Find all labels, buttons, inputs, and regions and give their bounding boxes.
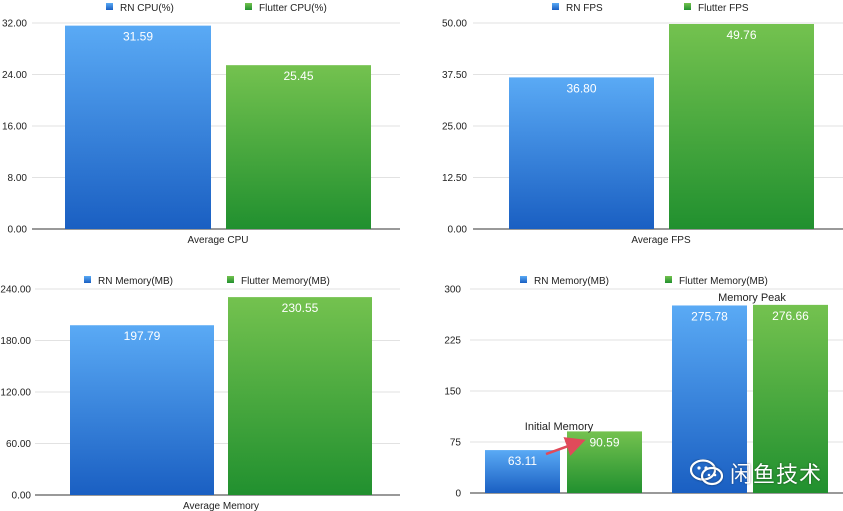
y-tick-label: 12.50 [442, 173, 467, 184]
bar-value-label: 31.59 [123, 30, 153, 44]
y-tick-label: 0.00 [8, 225, 28, 236]
arrow-annotation [545, 437, 586, 456]
bar-rn [485, 450, 560, 493]
y-tick-label: 60.00 [6, 439, 31, 450]
legend-swatch-rn [552, 3, 559, 10]
legend-label-fl: Flutter Memory(MB) [679, 276, 768, 287]
legend-swatch-fl [684, 3, 691, 10]
bar-value-label: 49.76 [726, 28, 756, 42]
x-category-label: Average CPU [188, 235, 249, 246]
bar-value-label: 230.55 [282, 301, 319, 315]
bar-fl [228, 297, 372, 495]
bar-value-label: 275.78 [691, 309, 728, 323]
y-tick-label: 225 [444, 336, 461, 347]
bar-rn [70, 325, 214, 495]
bar-rn [509, 77, 654, 229]
bar-fl [753, 304, 828, 493]
y-tick-label: 300 [444, 285, 461, 296]
legend-swatch-fl [227, 276, 234, 283]
y-tick-label: 180.00 [0, 336, 31, 347]
bar-rn [65, 25, 211, 230]
x-category-label: Average FPS [631, 235, 691, 246]
chart-memory-detail: 0 75 150 225 300 RN Memory(MB) Flutter Memory(… [444, 276, 843, 500]
chart-cpu: 0.00 8.00 16.00 24.00 32.00 RN CPU(%) Flutter … [2, 3, 400, 246]
legend-swatch-rn [520, 276, 527, 283]
y-tick-label: 37.50 [442, 70, 467, 81]
legend-label-fl: Flutter FPS [698, 3, 749, 14]
legend-swatch-rn [106, 3, 113, 10]
chart-fps: 0.00 12.50 25.00 37.50 50.00 RN FPS Flutter FP… [442, 3, 843, 246]
x-category-label: Average Memory [183, 501, 259, 511]
bar-value-label: 36.80 [566, 81, 596, 95]
bar-value-label: 25.45 [283, 69, 313, 83]
y-tick-label: 25.00 [442, 122, 467, 133]
y-tick-label: 120.00 [0, 388, 31, 399]
annotation-label: Initial Memory [525, 421, 594, 433]
y-tick-label: 150 [444, 387, 461, 398]
legend-swatch-fl [245, 3, 252, 10]
bar-value-label: 197.79 [124, 329, 161, 343]
bar-fl [226, 65, 371, 230]
legend-label-rn: RN Memory(MB) [534, 276, 609, 287]
y-tick-label: 75 [450, 438, 462, 449]
bar-value-label: 63.11 [508, 454, 537, 468]
watermark-text: 闲鱼技术 [730, 463, 823, 488]
y-tick-label: 0.00 [12, 491, 32, 502]
bar-fl [669, 23, 814, 229]
legend-swatch-rn [84, 276, 91, 283]
y-tick-label: 16.00 [2, 122, 27, 133]
legend-label-fl: Flutter CPU(%) [259, 3, 327, 14]
chart-memory: 0.00 60.00 120.00 180.00 240.00 RN Memory(MB)… [0, 276, 400, 511]
legend-swatch-fl [665, 276, 672, 283]
legend-label-rn: RN CPU(%) [120, 3, 174, 14]
annotation-label: Memory Peak [718, 292, 786, 304]
y-tick-label: 32.00 [2, 19, 27, 30]
wechat-icon [690, 459, 724, 486]
bar-value-label: 90.59 [589, 435, 619, 449]
y-tick-label: 240.00 [0, 285, 31, 296]
y-tick-label: 24.00 [2, 70, 27, 81]
y-tick-label: 50.00 [442, 19, 467, 30]
y-tick-label: 0 [455, 489, 461, 500]
legend-label-rn: RN FPS [566, 3, 603, 14]
y-tick-label: 0.00 [448, 225, 468, 236]
y-tick-label: 8.00 [8, 173, 28, 184]
legend-label-rn: RN Memory(MB) [98, 276, 173, 287]
watermark: 闲鱼技术 [690, 456, 822, 490]
legend-label-fl: Flutter Memory(MB) [241, 276, 330, 287]
bar-value-label: 276.66 [772, 309, 809, 323]
